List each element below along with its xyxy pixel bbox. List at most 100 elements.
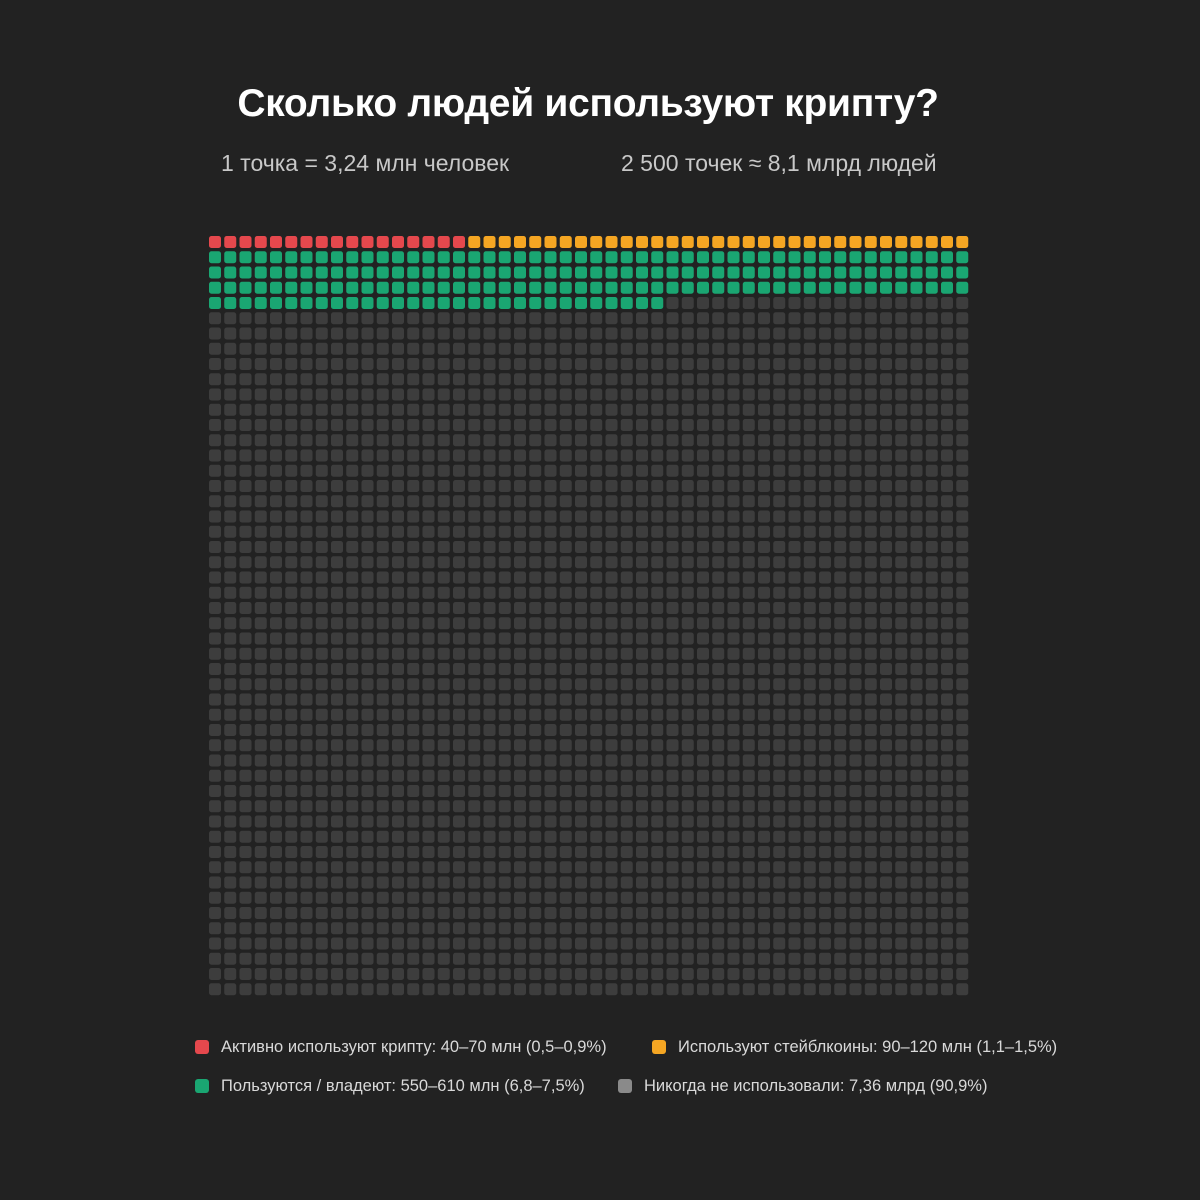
waffle-dot <box>544 876 557 889</box>
waffle-dot <box>605 281 618 294</box>
waffle-dot <box>605 861 618 874</box>
waffle-dot <box>514 891 526 904</box>
waffle-dot <box>941 419 953 431</box>
waffle-dot <box>849 571 862 584</box>
waffle-dot <box>376 724 389 736</box>
waffle-dot <box>605 754 618 767</box>
waffle-dot <box>453 785 465 797</box>
waffle-dot <box>834 495 847 508</box>
waffle-dot <box>300 846 313 858</box>
waffle-dot <box>453 297 465 309</box>
waffle-dot <box>239 327 252 340</box>
waffle-dot <box>514 281 526 294</box>
waffle-dot <box>331 541 343 553</box>
waffle-dot <box>834 907 847 919</box>
waffle-dot <box>285 510 298 523</box>
waffle-dot <box>498 647 511 660</box>
waffle-dot <box>529 663 542 675</box>
waffle-dot <box>361 983 374 996</box>
waffle-dot <box>773 403 786 416</box>
waffle-dot <box>697 815 709 828</box>
waffle-dot <box>346 586 359 599</box>
waffle-dot <box>819 571 831 584</box>
waffle-dot <box>910 403 923 416</box>
waffle-dot <box>727 434 740 447</box>
waffle-dot <box>346 693 359 706</box>
waffle-dot <box>636 297 648 309</box>
waffle-dot <box>254 525 267 538</box>
waffle-dot <box>849 556 862 569</box>
waffle-dot <box>239 785 252 797</box>
waffle-dot <box>315 800 328 813</box>
waffle-dot <box>468 266 481 279</box>
waffle-dot <box>376 281 389 294</box>
waffle-dot <box>376 312 389 325</box>
waffle-dot <box>925 342 938 355</box>
legend-swatch-stablecoins <box>652 1040 666 1054</box>
waffle-dot <box>453 846 465 858</box>
waffle-dot <box>422 464 435 477</box>
waffle-dot <box>544 891 557 904</box>
waffle-dot <box>315 891 328 904</box>
waffle-dot <box>681 556 694 569</box>
waffle-dot <box>758 632 770 645</box>
waffle-dot <box>910 891 923 904</box>
waffle-dot <box>895 708 908 721</box>
waffle-dot <box>498 891 511 904</box>
waffle-dot <box>575 632 587 645</box>
waffle-dot <box>636 480 648 492</box>
waffle-dot <box>712 968 725 980</box>
waffle-dot <box>788 449 801 462</box>
waffle-dot <box>315 602 328 614</box>
waffle-dot <box>483 785 496 797</box>
waffle-dot <box>788 968 801 980</box>
waffle-dot <box>834 739 847 752</box>
waffle-dot <box>376 891 389 904</box>
waffle-dot <box>590 373 603 386</box>
waffle-dot <box>773 541 786 553</box>
waffle-dot <box>651 617 664 630</box>
waffle-dot <box>468 968 481 980</box>
waffle-dot <box>346 388 359 401</box>
waffle-dot <box>819 586 831 599</box>
waffle-dot <box>941 800 953 813</box>
waffle-dot <box>880 251 892 264</box>
waffle-dot <box>209 449 221 462</box>
waffle-dot <box>697 891 709 904</box>
waffle-dot <box>498 800 511 813</box>
waffle-dot <box>498 617 511 630</box>
waffle-dot <box>697 678 709 691</box>
waffle-dot <box>224 891 237 904</box>
waffle-dot <box>331 525 343 538</box>
waffle-dot <box>270 663 282 675</box>
waffle-dot <box>941 358 953 370</box>
waffle-dot <box>834 419 847 431</box>
waffle-dot <box>636 327 648 340</box>
waffle-dot <box>254 983 267 996</box>
waffle-dot <box>605 678 618 691</box>
waffle-dot <box>575 769 587 782</box>
waffle-dot <box>941 266 953 279</box>
waffle-dot <box>224 647 237 660</box>
waffle-dot <box>529 510 542 523</box>
waffle-dot <box>239 815 252 828</box>
waffle-dot <box>956 952 969 965</box>
waffle-dot <box>742 922 755 935</box>
waffle-dot <box>254 327 267 340</box>
waffle-dot <box>544 251 557 264</box>
waffle-dot <box>849 419 862 431</box>
waffle-dot <box>864 312 877 325</box>
waffle-dot <box>605 602 618 614</box>
waffle-dot <box>376 266 389 279</box>
waffle-dot <box>300 983 313 996</box>
waffle-dot <box>422 327 435 340</box>
waffle-dot <box>803 876 816 889</box>
waffle-dot <box>392 419 404 431</box>
waffle-dot <box>681 983 694 996</box>
waffle-dot <box>270 708 282 721</box>
waffle-dot <box>849 815 862 828</box>
waffle-dot <box>819 281 831 294</box>
waffle-dot <box>209 480 221 492</box>
waffle-dot <box>437 495 450 508</box>
waffle-dot <box>224 952 237 965</box>
